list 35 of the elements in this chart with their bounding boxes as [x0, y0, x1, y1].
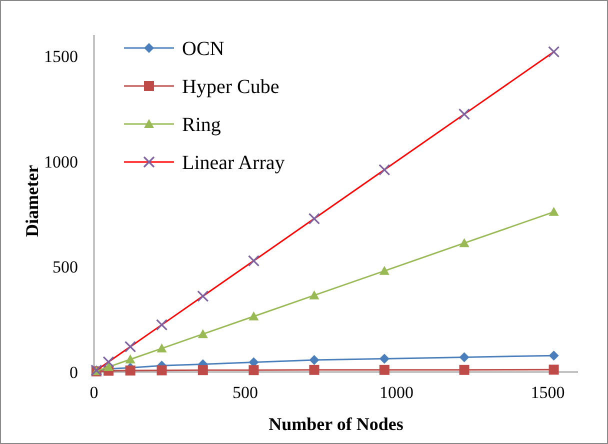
point [309, 364, 320, 375]
x-tick-label: 1500 [530, 383, 565, 402]
point [125, 354, 136, 364]
legend-label: OCN [182, 38, 224, 60]
point [379, 266, 390, 275]
x-tick-label: 0 [90, 383, 98, 402]
point [198, 329, 208, 338]
y-tick-label: 1500 [44, 47, 78, 66]
point [309, 290, 320, 300]
x-axis-title: Number of Nodes [268, 414, 404, 434]
point [548, 350, 559, 361]
point [459, 238, 470, 248]
y-axis-title: Diameter [22, 165, 42, 237]
point [309, 354, 320, 365]
y-tick-label: 1000 [44, 152, 78, 172]
point [125, 366, 136, 376]
point [156, 343, 167, 352]
y-tick-label: 0 [70, 363, 78, 382]
point [156, 365, 167, 376]
x-tick-label: 500 [232, 383, 258, 402]
legend-label: Hyper Cube [182, 76, 280, 98]
point [548, 206, 559, 216]
point [379, 364, 390, 375]
point [548, 364, 559, 375]
point [198, 365, 208, 376]
point [379, 354, 390, 364]
legend-label: Linear Array [182, 152, 285, 174]
x-tick-label: 1000 [380, 383, 414, 402]
point [459, 364, 470, 375]
point [248, 365, 259, 376]
legend-label: Ring [182, 114, 221, 136]
point [248, 311, 259, 320]
point [104, 362, 114, 371]
point [459, 352, 470, 362]
y-tick-label: 500 [52, 258, 78, 277]
